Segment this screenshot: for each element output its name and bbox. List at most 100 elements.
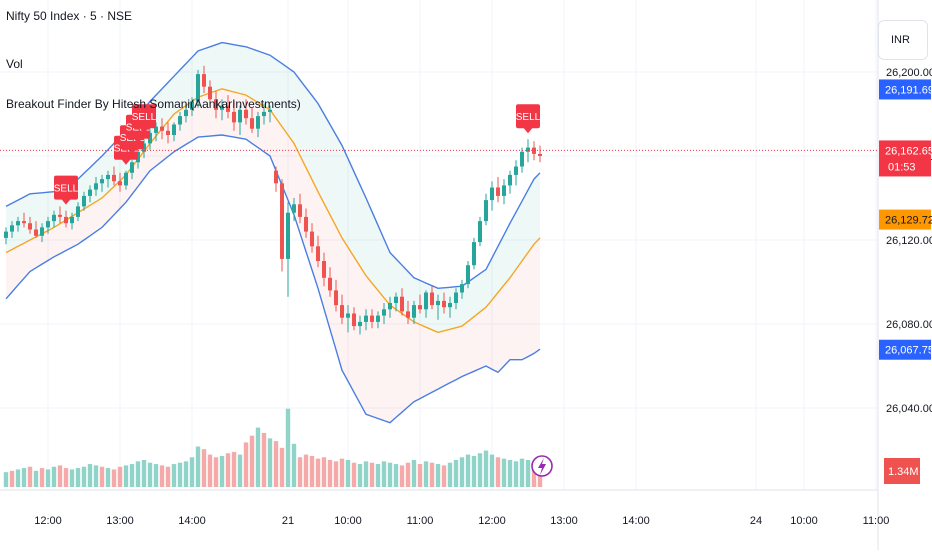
candle [112, 166, 116, 186]
candle [358, 315, 362, 335]
price-axis: 26,200.0026,160.0026,120.0026,080.0026,0… [886, 67, 932, 415]
candle-body [202, 74, 206, 87]
volume-bar [525, 460, 531, 487]
candle [424, 290, 428, 318]
candle-body [64, 216, 68, 224]
volume-bar [513, 461, 519, 487]
currency-button[interactable]: INR [878, 20, 928, 60]
candle [178, 111, 182, 131]
candle-body [70, 216, 74, 224]
time-tick-label: 12:00 [478, 515, 506, 527]
grid [0, 0, 878, 490]
candle [490, 181, 494, 211]
candle-body [472, 242, 476, 266]
candle-body [280, 183, 284, 259]
candle-body [172, 124, 176, 135]
volume-bar [417, 464, 423, 487]
volume-bar [105, 468, 111, 487]
volume-indicator-label[interactable]: Vol [6, 57, 23, 71]
candle [472, 237, 476, 270]
candle-body [490, 187, 494, 201]
candle [334, 279, 338, 312]
price-labels: 26,191.69 26,162.65 01:53 26,129.72 26,067.7… [879, 79, 932, 360]
symbol-title[interactable]: Nifty 50 Index · 5 · NSE [6, 9, 133, 23]
time-tick-label: 11:00 [863, 515, 890, 527]
lower-band-fill [6, 88, 540, 423]
candle-body [154, 126, 158, 133]
candle [454, 288, 458, 310]
volume-bar [219, 455, 225, 487]
candle-body [10, 225, 14, 232]
candle-body [454, 292, 458, 303]
candle-body [526, 147, 530, 152]
breakout-indicator-label[interactable]: Breakout Finder By Hitesh Somani(AankarI… [6, 97, 301, 111]
volume-value-text: 1.34M [888, 466, 919, 478]
candle [436, 294, 440, 320]
candle [46, 216, 50, 234]
sell-label-pointer [127, 148, 137, 155]
time-tick-label: 10:00 [790, 515, 818, 527]
candle-body [52, 214, 56, 222]
candle [508, 170, 512, 194]
volume-bar [357, 464, 363, 487]
volume-bar [225, 453, 231, 487]
price-label-text: 26,162.65 [885, 145, 932, 157]
candle-body [214, 99, 218, 110]
candle-body [112, 174, 116, 182]
candle [160, 118, 164, 140]
volume-bar [81, 466, 87, 487]
sell-label-pointer [523, 127, 533, 134]
candle [376, 311, 380, 329]
candle-body [16, 221, 20, 226]
candle-body [160, 126, 164, 131]
price-label-text: 26,191.69 [885, 84, 932, 96]
sell-label-text: SELL [54, 184, 79, 195]
volume-bar [63, 468, 69, 487]
time-tick-label: 10:00 [334, 515, 362, 527]
candle [388, 296, 392, 318]
sell-label-box [132, 104, 156, 129]
volume-price-label: 1.34M [884, 458, 920, 484]
volume-bar [249, 435, 255, 487]
candle-body [328, 277, 332, 291]
candle-body [190, 101, 194, 110]
volume-bar [279, 447, 285, 487]
candle-body [40, 227, 44, 236]
candle-body [376, 315, 380, 322]
price-label-text: 26,067.75 [885, 345, 932, 357]
candle-body [502, 185, 506, 196]
candle [310, 223, 314, 253]
upper-band-fill [6, 42, 540, 333]
candle-body [436, 300, 440, 306]
candle [292, 198, 296, 222]
volume-bar [519, 458, 525, 487]
volume-bar [345, 460, 351, 487]
candle-body [100, 179, 104, 184]
candle-body [286, 212, 290, 259]
candle-body [118, 181, 122, 186]
candle-body [430, 292, 434, 306]
sell-label-pointer [61, 198, 71, 205]
candle-body [46, 221, 50, 228]
candle [286, 202, 290, 297]
price-tick-label: 26,200.00 [886, 67, 932, 79]
candle [94, 177, 98, 196]
upper-band-line [5, 41, 541, 290]
volume-bar [303, 454, 309, 487]
lower-band-line [5, 134, 541, 424]
price-label-box [879, 209, 931, 230]
candle [214, 90, 218, 119]
time-tick-label: 14:00 [622, 515, 650, 527]
candle-body [412, 305, 416, 318]
candle-body [496, 187, 500, 196]
volume-bar [117, 466, 123, 487]
volume-bar [57, 465, 63, 487]
sell-label-pointer [121, 158, 131, 165]
volume-bar [453, 460, 459, 487]
price-label-box [879, 339, 931, 360]
volume-bar [285, 408, 291, 487]
sell-signals: SELLSELLSELLSELLSELLSELL [54, 104, 541, 205]
volume-bar [231, 451, 237, 487]
candle [520, 147, 524, 173]
